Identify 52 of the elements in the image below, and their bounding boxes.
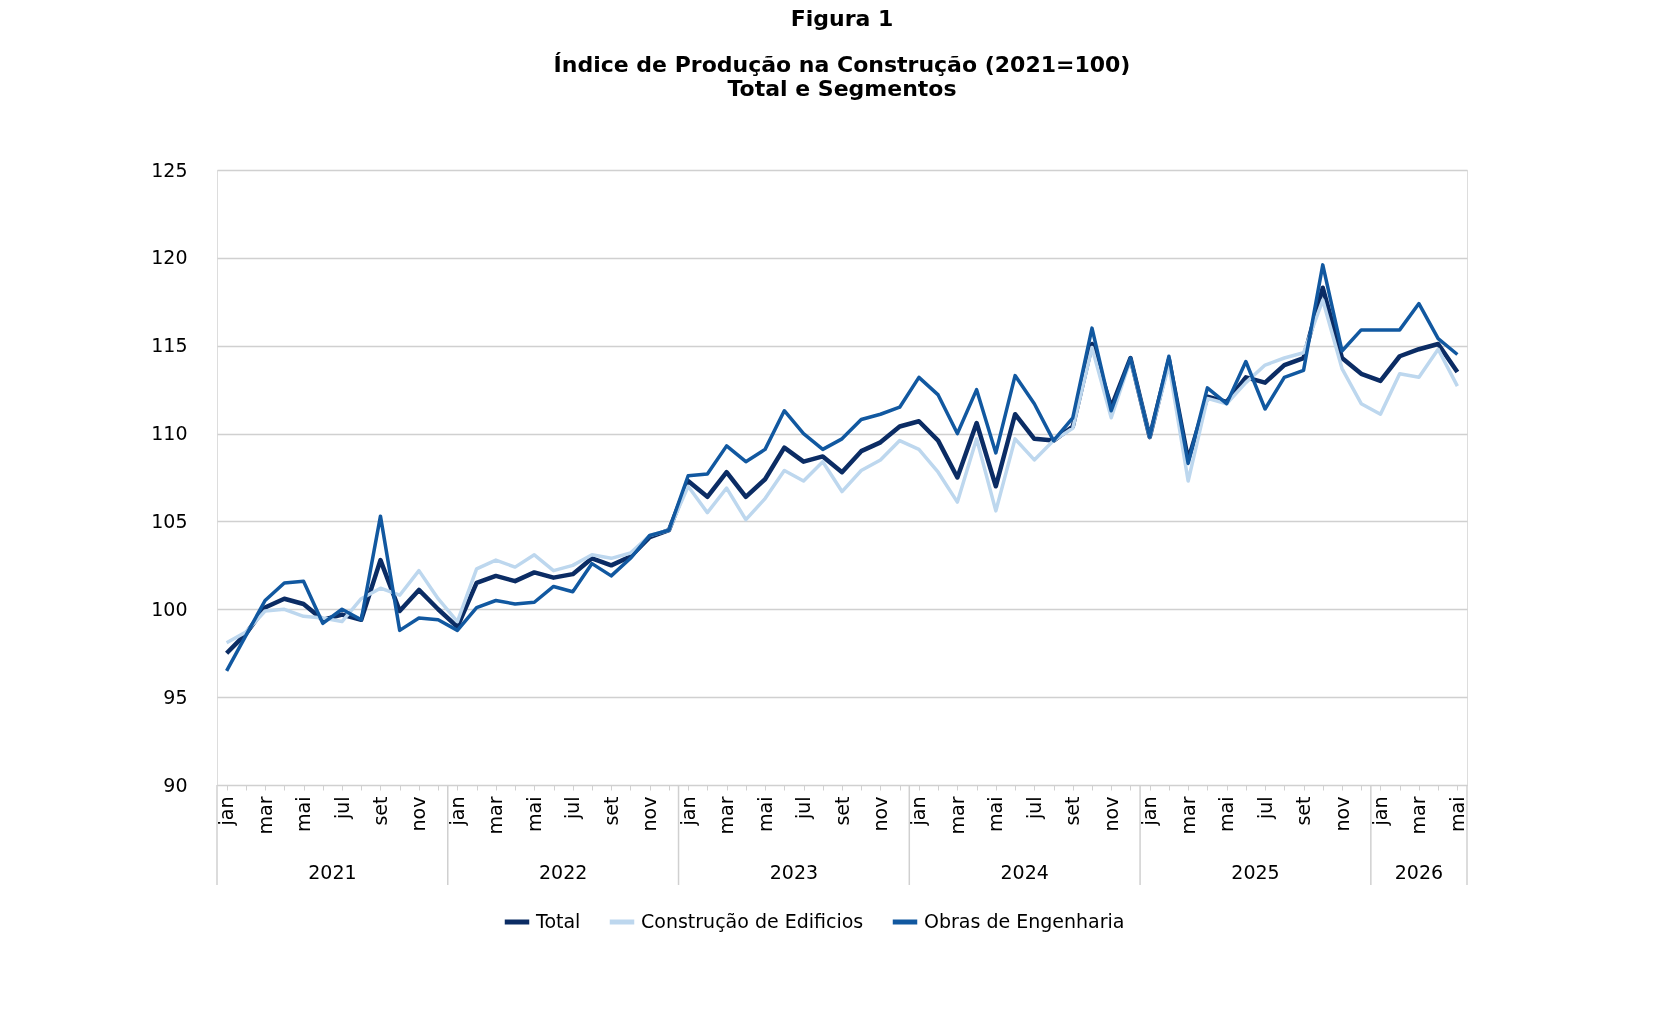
- y-tick-label: 105: [151, 509, 188, 532]
- x-tick-label: jul: [792, 796, 815, 821]
- x-tick-label: jan: [676, 796, 699, 827]
- x-tick-label: mar: [945, 796, 968, 835]
- y-tick-label: 125: [151, 158, 188, 181]
- x-tick-label: nov: [407, 796, 430, 832]
- x-tick-label: set: [599, 796, 622, 826]
- x-tick-label: jan: [445, 796, 468, 827]
- text: 2026: [1394, 861, 1444, 883]
- x-tick-label: nov: [638, 796, 661, 832]
- y-tick-label: 115: [151, 334, 188, 357]
- legend-label: Total: [535, 910, 581, 932]
- legend-label: Obras de Engenharia: [924, 910, 1125, 932]
- x-tick-label: set: [1061, 796, 1084, 826]
- x-tick-label: set: [1292, 796, 1315, 826]
- y-tick-label: 100: [151, 597, 188, 620]
- text: 2024: [1000, 861, 1049, 883]
- legend-label: Construção de Edificios: [641, 910, 864, 932]
- x-tick-label: mar: [253, 796, 276, 835]
- x-tick-label: mai: [292, 796, 315, 832]
- y-tick-label: 110: [151, 422, 188, 445]
- y-tick-label: 90: [163, 773, 188, 796]
- text: 2022: [538, 861, 588, 883]
- x-tick-label: nov: [1099, 796, 1122, 832]
- x-tick-label: mai: [522, 796, 545, 832]
- x-tick-label: mai: [753, 796, 776, 832]
- x-tick-label: jul: [330, 796, 353, 821]
- chart-subtitle: Índice de Produção na Construção (2021=100) Total e Segmentos: [553, 52, 1131, 101]
- x-tick-label: mar: [1176, 796, 1199, 835]
- x-tick-label: jan: [907, 796, 930, 827]
- x-tick-label: mar: [484, 796, 507, 835]
- text: 2025: [1231, 861, 1280, 883]
- x-tick-label: mai: [1445, 796, 1468, 832]
- text: 2021: [308, 861, 357, 883]
- x-tick-label: set: [368, 796, 391, 826]
- x-tick-label: nov: [868, 796, 891, 832]
- chart-title: Figura 1: [790, 6, 894, 31]
- x-tick-label: jan: [1138, 796, 1161, 827]
- x-tick-label: jan: [215, 796, 238, 827]
- y-tick-label: 120: [151, 246, 188, 269]
- x-tick-label: mar: [715, 796, 738, 835]
- x-tick-label: set: [830, 796, 853, 826]
- x-tick-label: jul: [1022, 796, 1045, 821]
- x-tick-label: nov: [1330, 796, 1353, 832]
- x-tick-label: mai: [1215, 796, 1238, 832]
- text: 2023: [769, 861, 819, 883]
- x-tick-label: mai: [984, 796, 1007, 832]
- x-tick-label: mar: [1407, 796, 1430, 835]
- x-tick-label: jul: [1253, 796, 1276, 821]
- x-tick-label: jul: [561, 796, 584, 821]
- x-tick-label: jan: [1368, 796, 1391, 827]
- y-tick-label: 95: [163, 685, 188, 708]
